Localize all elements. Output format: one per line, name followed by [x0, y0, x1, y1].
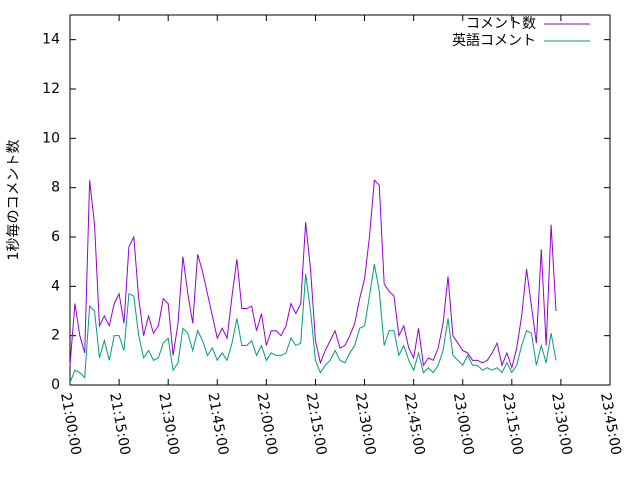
legend-label: 英語コメント	[452, 32, 536, 49]
x-tick-label: 22:00:00	[253, 392, 280, 457]
legend-label: コメント数	[466, 16, 536, 32]
y-tick-label: 14	[42, 32, 60, 48]
x-tick-label: 21:15:00	[106, 392, 133, 457]
x-tick-label: 21:00:00	[57, 392, 84, 457]
x-tick-label: 23:15:00	[499, 392, 526, 457]
y-tick-label: 4	[51, 278, 60, 294]
x-tick-label: 22:30:00	[352, 392, 379, 457]
plot-frame	[69, 14, 611, 386]
x-tick-label: 23:45:00	[597, 392, 624, 457]
y-axis-label: 1秒毎のコメント数	[6, 140, 22, 261]
y-tick-label: 12	[42, 81, 60, 97]
data-line	[69, 179, 557, 370]
data-line	[69, 264, 557, 383]
y-tick-label: 2	[51, 328, 60, 344]
y-tick-label: 8	[51, 180, 60, 196]
x-tick-label: 22:45:00	[401, 392, 428, 457]
y-tick-label: 0	[51, 377, 60, 393]
x-tick-label: 23:00:00	[450, 392, 477, 457]
x-tick-label: 23:30:00	[548, 392, 575, 457]
y-tick-label: 6	[51, 229, 60, 245]
x-tick-label: 21:45:00	[204, 392, 231, 457]
y-tick-label: 10	[42, 130, 60, 146]
x-tick-label: 21:30:00	[155, 392, 182, 457]
x-tick-label: 22:15:00	[303, 392, 330, 457]
